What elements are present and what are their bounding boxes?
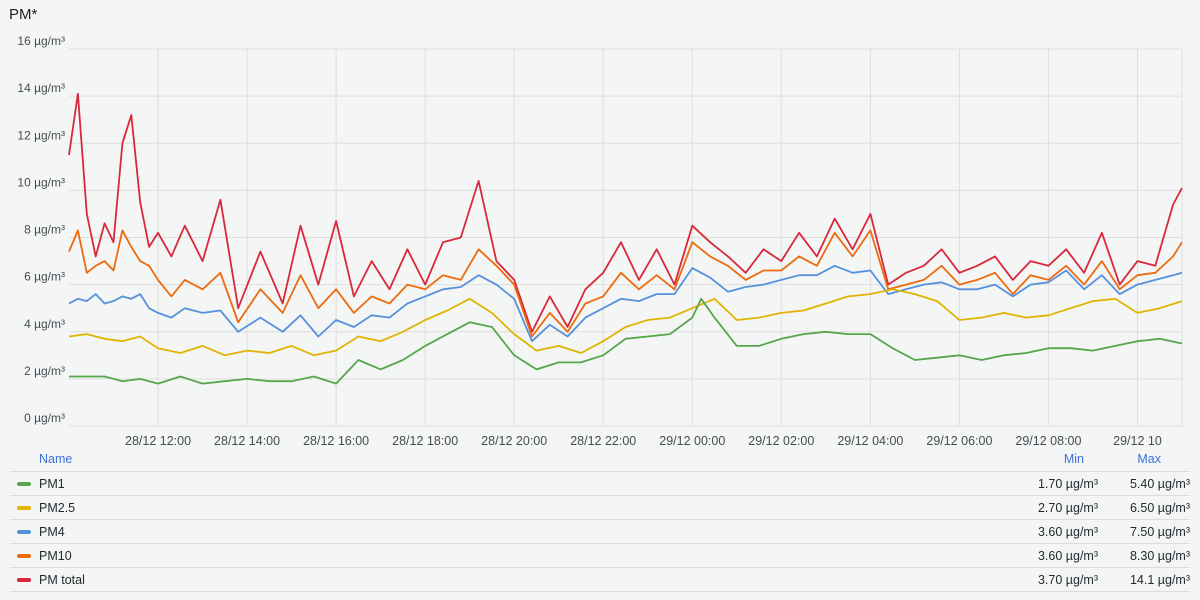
legend-table: Name Min Max PM1 1.70 µg/m³ 5.40 µg/m³ P…	[10, 447, 1190, 592]
legend-series-name[interactable]: PM4	[39, 524, 65, 539]
legend-min-value: 3.60 µg/m³	[1037, 548, 1098, 563]
legend-max-value: 14.1 µg/m³	[1129, 572, 1190, 587]
series-line-pm2-5	[68, 288, 1183, 357]
x-tick-label: 29/12 02:00	[748, 434, 814, 448]
y-tick-label: 4 µg/m³	[24, 317, 65, 331]
legend-row-pm1[interactable]: PM1 1.70 µg/m³ 5.40 µg/m³	[10, 472, 1190, 496]
legend-row-pm10[interactable]: PM10 3.60 µg/m³ 8.30 µg/m³	[10, 544, 1190, 568]
x-tick-label: 28/12 16:00	[303, 434, 369, 448]
legend-max-value: 5.40 µg/m³	[1129, 476, 1190, 491]
series-color-swatch[interactable]	[17, 577, 31, 582]
legend-series-name[interactable]: PM1	[39, 476, 65, 491]
y-tick-label: 12 µg/m³	[17, 128, 65, 142]
x-tick-label: 29/12 04:00	[837, 434, 903, 448]
series-color-swatch[interactable]	[17, 529, 31, 534]
legend-min-value: 2.70 µg/m³	[1037, 500, 1098, 515]
legend-min-value: 1.70 µg/m³	[1037, 476, 1098, 491]
panel-title: PM*	[9, 6, 38, 23]
series-line-pm4	[68, 264, 1183, 343]
legend-header-name[interactable]: Name	[39, 452, 73, 466]
grid	[69, 48, 1183, 427]
x-tick-label: 29/12 10	[1113, 434, 1162, 448]
legend-row-pm-total[interactable]: PM total 3.70 µg/m³ 14.1 µg/m³	[10, 568, 1190, 592]
legend-max-value: 6.50 µg/m³	[1129, 500, 1190, 515]
legend-min-value: 3.70 µg/m³	[1037, 572, 1098, 587]
series-color-swatch[interactable]	[17, 553, 31, 558]
legend-max-value: 8.30 µg/m³	[1129, 548, 1190, 563]
legend-row-pm2-5[interactable]: PM2.5 2.70 µg/m³ 6.50 µg/m³	[10, 496, 1190, 520]
y-tick-label: 10 µg/m³	[17, 175, 65, 189]
legend-header-max[interactable]: Max	[1137, 452, 1161, 466]
legend-row-pm4[interactable]: PM4 3.60 µg/m³ 7.50 µg/m³	[10, 520, 1190, 544]
x-tick-label: 28/12 20:00	[481, 434, 547, 448]
x-tick-label: 28/12 22:00	[570, 434, 636, 448]
y-tick-label: 6 µg/m³	[24, 270, 65, 284]
series-line-pm1	[69, 297, 1183, 385]
x-tick-label: 28/12 12:00	[125, 434, 191, 448]
x-tick-label: 28/12 18:00	[392, 434, 458, 448]
legend-header-min[interactable]: Min	[1063, 452, 1084, 466]
y-tick-label: 16 µg/m³	[17, 34, 65, 48]
y-tick-label: 8 µg/m³	[24, 223, 65, 237]
legend-min-value: 3.60 µg/m³	[1037, 524, 1098, 539]
series-color-swatch[interactable]	[17, 505, 31, 510]
y-tick-label: 0 µg/m³	[24, 411, 65, 425]
y-axis: 0 µg/m³ 2 µg/m³ 4 µg/m³ 6 µg/m³ 8 µg/m³ 10 µg…	[17, 34, 65, 425]
y-tick-label: 14 µg/m³	[17, 81, 65, 95]
x-tick-label: 29/12 08:00	[1015, 434, 1081, 448]
legend-max-value: 7.50 µg/m³	[1129, 524, 1190, 539]
x-tick-label: 28/12 14:00	[214, 434, 280, 448]
line-chart: 0 µg/m³ 2 µg/m³ 4 µg/m³ 6 µg/m³ 8 µg/m³ 10 µg…	[17, 34, 1183, 448]
legend-series-name[interactable]: PM total	[39, 572, 85, 587]
legend-header: Name Min Max	[10, 447, 1190, 472]
x-tick-label: 29/12 06:00	[926, 434, 992, 448]
series-color-swatch[interactable]	[17, 481, 31, 486]
x-axis: 28/12 12:00 28/12 14:00 28/12 16:00 28/12 1…	[125, 434, 1162, 448]
legend-series-name[interactable]: PM2.5	[39, 500, 76, 515]
legend-series-name[interactable]: PM10	[39, 548, 72, 563]
y-tick-label: 2 µg/m³	[24, 364, 65, 378]
series-lines	[68, 92, 1183, 385]
x-tick-label: 29/12 00:00	[659, 434, 725, 448]
series-line-pm10	[68, 229, 1183, 338]
series-line-pm-total	[68, 92, 1183, 333]
